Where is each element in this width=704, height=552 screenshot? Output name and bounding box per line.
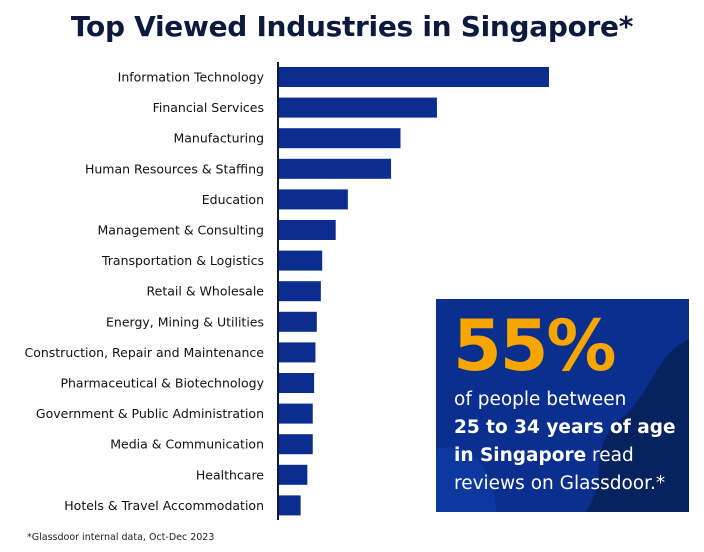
bar (279, 128, 401, 149)
bar (279, 373, 315, 393)
stat-line-1: of people between (454, 389, 627, 410)
bar (279, 158, 392, 179)
bar (279, 342, 316, 363)
category-label: Manufacturing (173, 131, 264, 146)
category-label: Retail & Wholesale (147, 284, 265, 299)
category-label: Media & Communication (110, 437, 264, 452)
bar (279, 189, 348, 210)
category-label: Human Resources & Staffing (85, 161, 264, 176)
bar (279, 67, 549, 87)
bar (279, 311, 317, 332)
category-label: Pharmaceutical & Biotechnology (60, 376, 264, 391)
category-label: Information Technology (118, 70, 265, 85)
stat-description: of people between 25 to 34 years of age i… (454, 386, 686, 498)
callout-wave-shape (436, 299, 689, 512)
bar (279, 464, 308, 485)
footnote: *Glassdoor internal data, Oct-Dec 2023 (27, 532, 215, 543)
category-label: Financial Services (153, 100, 264, 115)
category-label: Hotels & Travel Accommodation (64, 498, 264, 513)
bar (279, 403, 313, 424)
category-label: Education (202, 192, 264, 207)
stat-value: 55% (453, 305, 617, 387)
bar (279, 281, 321, 302)
stat-highlight: 25 to 34 years of age in Singapore (454, 417, 676, 466)
bar (279, 97, 437, 118)
category-label: Transportation & Logistics (101, 253, 264, 268)
category-label: Healthcare (196, 467, 264, 482)
category-label: Construction, Repair and Maintenance (24, 345, 264, 360)
stat-line-3: read reviews on Glassdoor.* (454, 445, 666, 494)
category-label: Government & Public Administration (36, 406, 264, 421)
chart-title: Top Viewed Industries in Singapore* (70, 10, 634, 43)
bar (279, 220, 336, 240)
bar (279, 434, 313, 455)
bar (279, 250, 323, 271)
bar (279, 495, 301, 516)
category-label: Energy, Mining & Utilities (106, 314, 264, 329)
stat-callout: 55% of people between 25 to 34 years of a… (436, 299, 689, 512)
category-label: Management & Consulting (98, 223, 264, 238)
